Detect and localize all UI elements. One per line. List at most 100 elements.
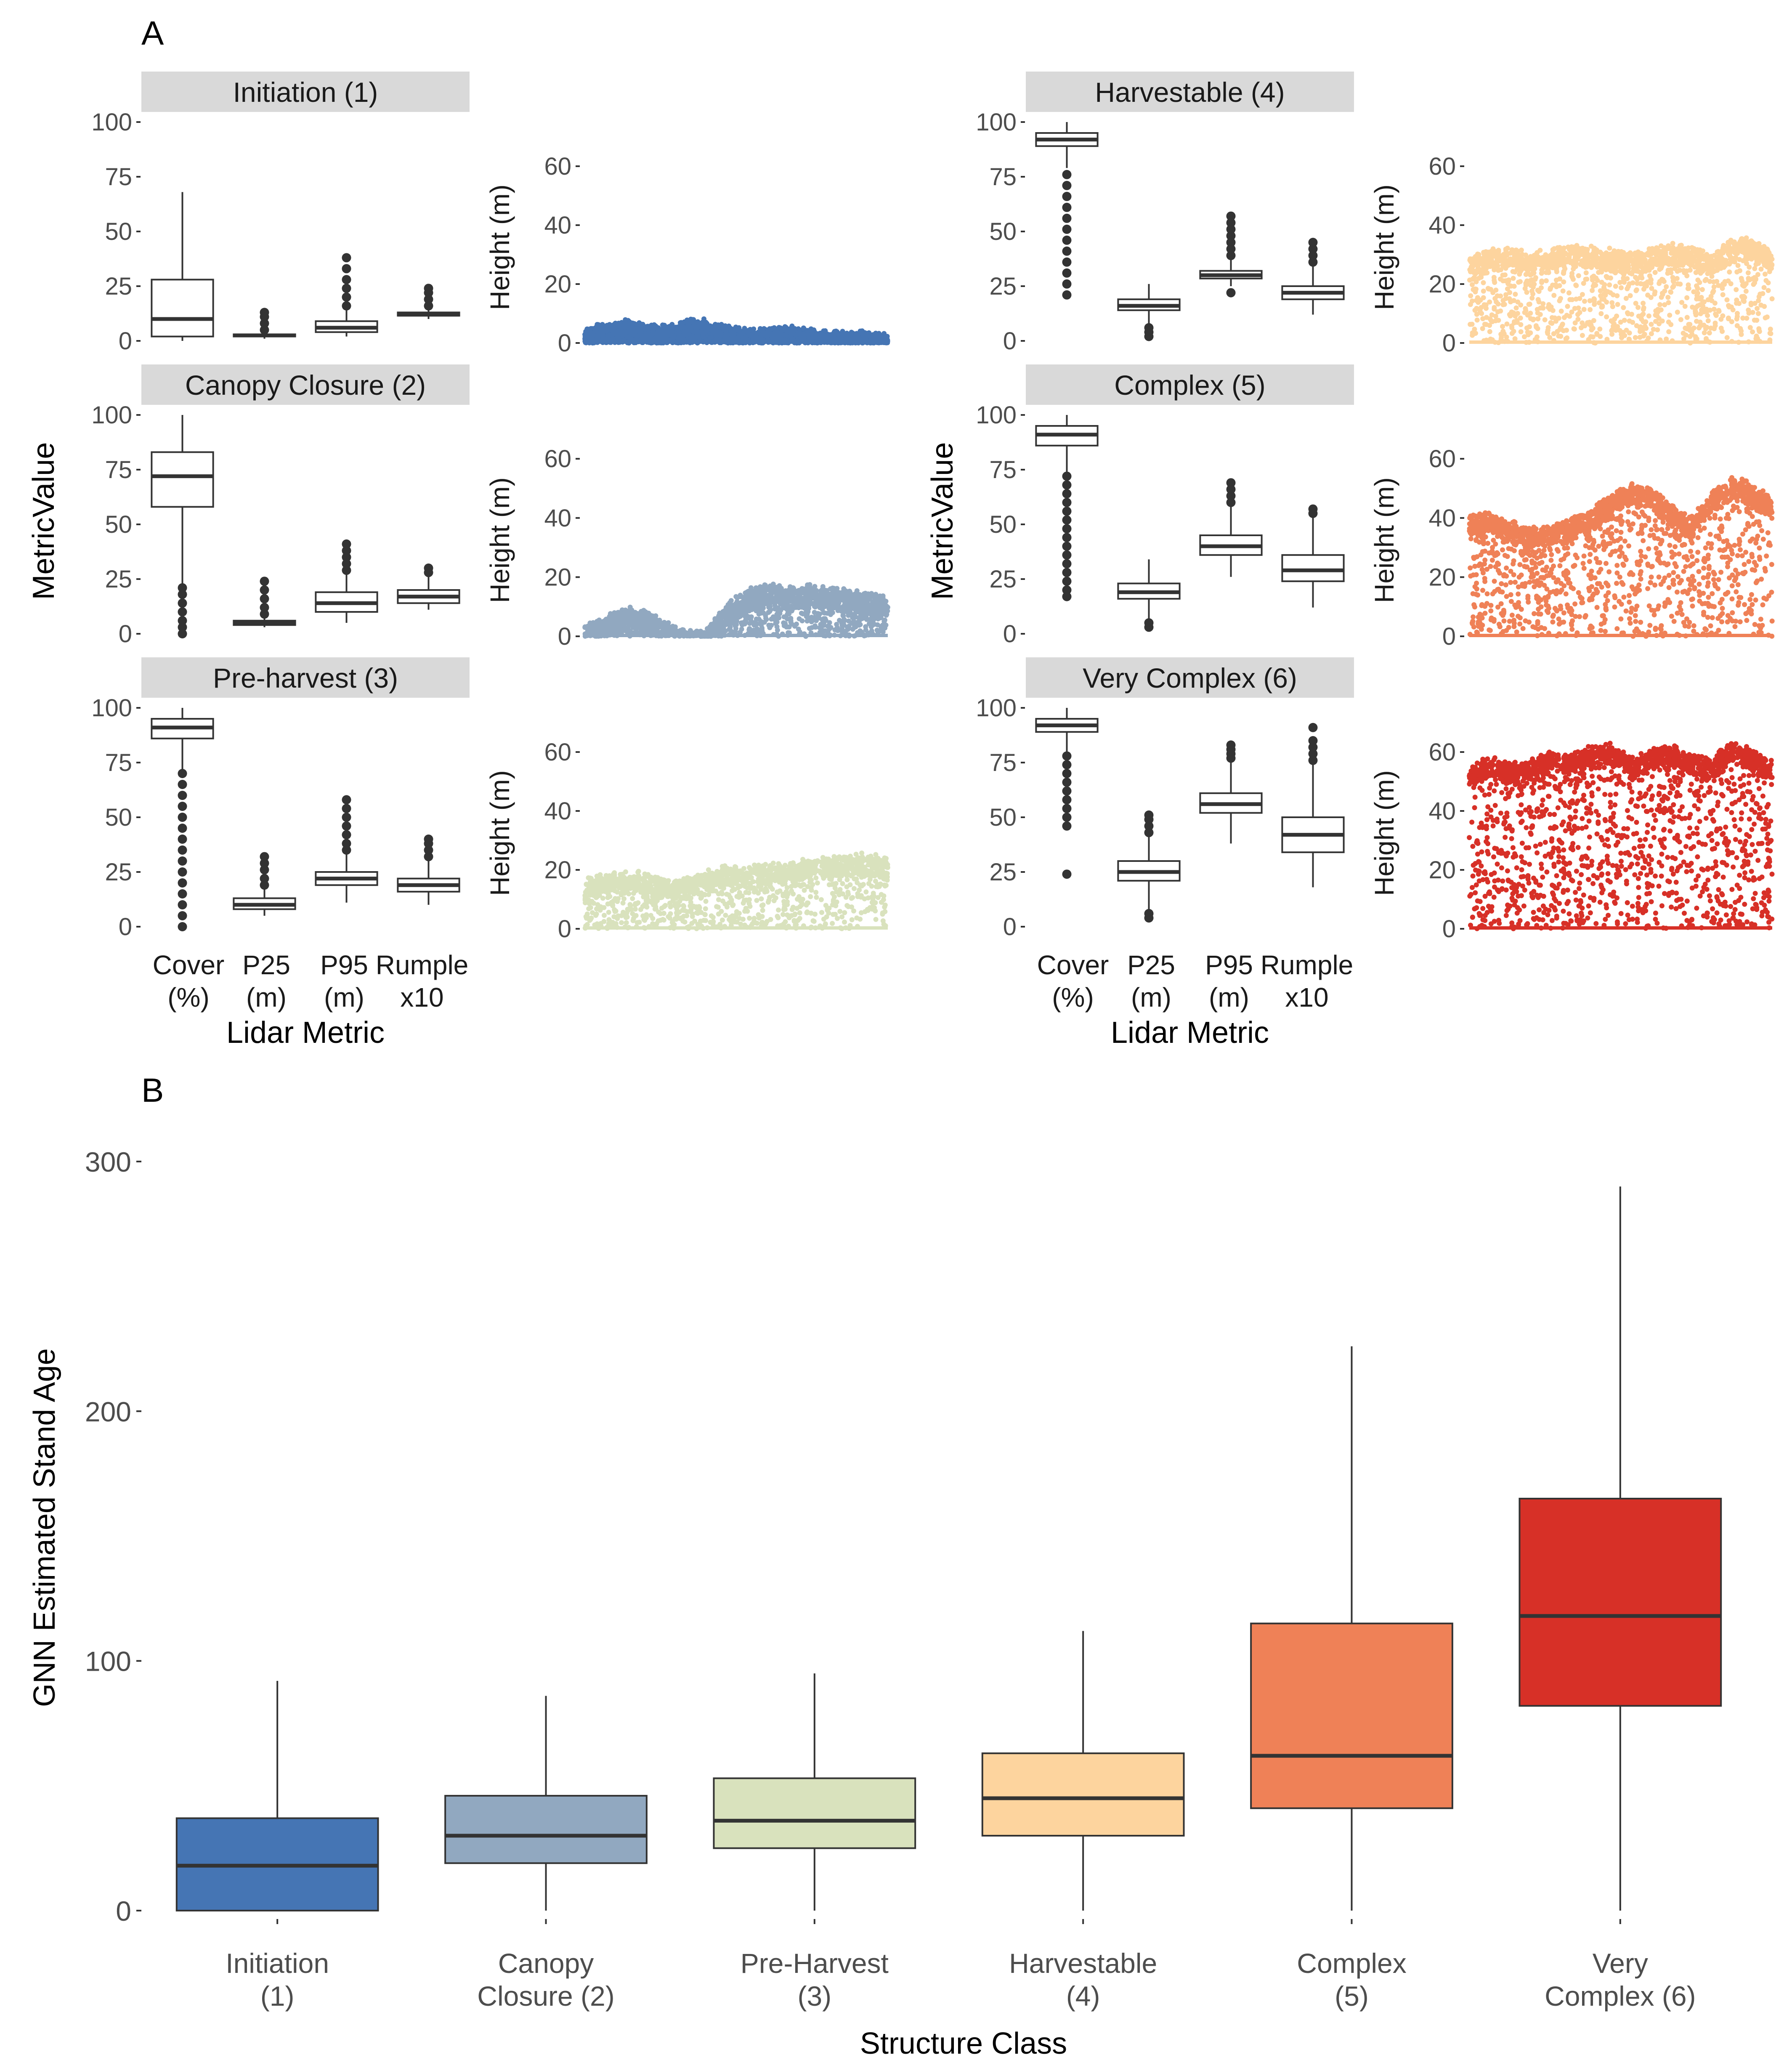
outlier-point <box>260 585 269 595</box>
profile-point <box>860 332 866 338</box>
profile-point <box>786 594 791 599</box>
outlier-point <box>342 566 351 575</box>
outlier-point <box>1062 795 1072 805</box>
profile-point <box>762 601 768 606</box>
profile-point <box>783 332 788 338</box>
profile-point <box>846 598 851 603</box>
outlier-point <box>342 546 351 556</box>
profile-point <box>873 592 879 597</box>
metric-x-tick-p25-right: P25 <box>1127 950 1175 980</box>
profile-y-tick-label: 40 <box>544 212 571 239</box>
metric-x-tick-rumple-unit: x10 <box>400 982 443 1013</box>
profile-point <box>653 616 658 622</box>
facet-strip <box>141 72 470 112</box>
outlier-point <box>1226 484 1236 494</box>
profile-point <box>818 591 823 597</box>
profile-point <box>729 620 734 625</box>
outlier-point <box>1062 279 1072 289</box>
profile-y-tick-label: 20 <box>544 856 571 884</box>
outlier-point <box>1062 191 1072 201</box>
profile-point <box>643 609 648 614</box>
box-p95-m <box>1199 478 1263 577</box>
outlier-point <box>1062 559 1072 569</box>
profile-point <box>776 615 782 620</box>
y-tick-label: 25 <box>989 566 1017 593</box>
profile-point <box>799 618 805 624</box>
profile-point <box>853 604 858 610</box>
outlier-point <box>1062 471 1072 481</box>
outlier-point <box>178 824 187 833</box>
profile-point <box>821 610 826 615</box>
profile-point <box>777 335 783 340</box>
profile-point <box>839 605 844 611</box>
outlier-point <box>1308 749 1318 759</box>
profile-point <box>859 609 864 615</box>
outlier-point <box>178 769 187 778</box>
profile-point <box>748 585 754 590</box>
age-y-axis-title: GNN Estimated Stand Age <box>28 1348 61 1707</box>
box-cover <box>1035 122 1099 300</box>
profile-y-axis-title: Height (m) <box>485 184 515 310</box>
profile-point <box>819 622 824 627</box>
profile-point <box>727 625 733 630</box>
profile-point <box>701 325 706 330</box>
profile-point <box>780 588 785 593</box>
profile-point <box>834 622 839 627</box>
profile-point <box>824 594 829 599</box>
profile-point <box>786 624 792 630</box>
profile-point <box>826 599 831 604</box>
profile-y-tick-label: 20 <box>544 564 571 591</box>
profile-point <box>662 325 668 331</box>
outlier-point <box>178 802 187 811</box>
outlier-point <box>1062 542 1072 551</box>
y-tick-label: 0 <box>1003 913 1017 941</box>
y-tick-label: 75 <box>105 749 132 776</box>
metric-x-tick-cover: Cover <box>153 950 225 980</box>
profile-point <box>839 620 844 626</box>
box-p95-m <box>1199 211 1263 298</box>
outlier-point <box>1226 224 1236 234</box>
outlier-point <box>178 889 187 898</box>
profile-point <box>750 336 756 341</box>
profile-point <box>834 328 839 334</box>
outlier-point <box>1308 736 1318 745</box>
profile-point <box>753 605 759 610</box>
box-p25-m <box>233 308 296 339</box>
outlier-point <box>424 835 433 844</box>
profile-point <box>806 591 811 596</box>
outlier-point <box>178 590 187 599</box>
profile-point <box>804 609 809 615</box>
profile-point <box>691 323 697 329</box>
outlier-point <box>1062 777 1072 787</box>
profile-point <box>852 334 858 340</box>
profile-point <box>758 335 764 340</box>
profile-point <box>795 598 801 604</box>
outlier-point <box>1062 202 1072 212</box>
profile-y-tick-label: 60 <box>544 153 571 180</box>
outlier-point <box>1062 869 1072 879</box>
facet-strip <box>1026 72 1354 112</box>
outlier-point <box>1062 480 1072 490</box>
profile-y-tick-label: 40 <box>544 797 571 825</box>
outlier-point <box>1062 524 1072 534</box>
profile-point <box>686 321 691 327</box>
profile-point <box>828 612 834 617</box>
outlier-point <box>260 594 269 603</box>
profile-point <box>644 335 650 340</box>
outlier-point <box>342 830 351 840</box>
metric-x-tick-p95: P95 <box>320 950 368 980</box>
outlier-point <box>342 292 351 302</box>
profile-point <box>871 601 876 606</box>
profile-point <box>643 620 649 625</box>
profile-point <box>618 618 623 624</box>
profile-point <box>786 609 791 615</box>
profile-point <box>700 319 705 325</box>
metric-y-axis-title-right: MetricValue <box>926 442 959 600</box>
profile-point <box>661 624 666 630</box>
profile-point <box>679 629 684 635</box>
profile-point <box>598 324 603 329</box>
box-p95-m <box>315 539 378 623</box>
outlier-point <box>260 852 269 861</box>
